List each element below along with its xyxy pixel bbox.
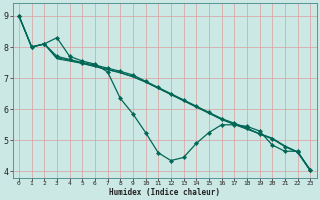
X-axis label: Humidex (Indice chaleur): Humidex (Indice chaleur) xyxy=(109,188,220,197)
